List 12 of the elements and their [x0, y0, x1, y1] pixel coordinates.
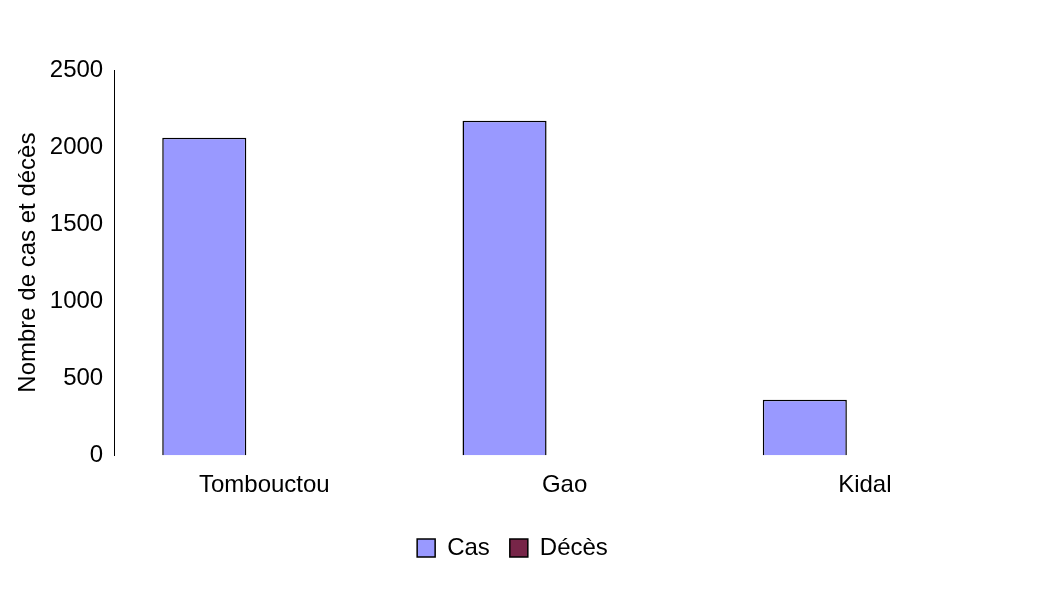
x-tick-label: Kidal: [838, 470, 892, 498]
legend-label: Cas: [447, 532, 490, 560]
y-tick-label: 2500: [49, 54, 104, 82]
x-tick-label: Tombouctou: [198, 470, 330, 498]
y-tick-label: 0: [89, 439, 104, 467]
y-tick-label: 500: [63, 362, 104, 390]
y-axis-title: Nombre de cas et décès: [13, 132, 41, 393]
x-tick-label: Gao: [541, 470, 588, 498]
y-tick-label: 1500: [49, 208, 104, 236]
legend-label: Décès: [539, 532, 608, 560]
y-tick-label: 1000: [49, 285, 104, 313]
y-tick-label: 2000: [49, 131, 104, 159]
